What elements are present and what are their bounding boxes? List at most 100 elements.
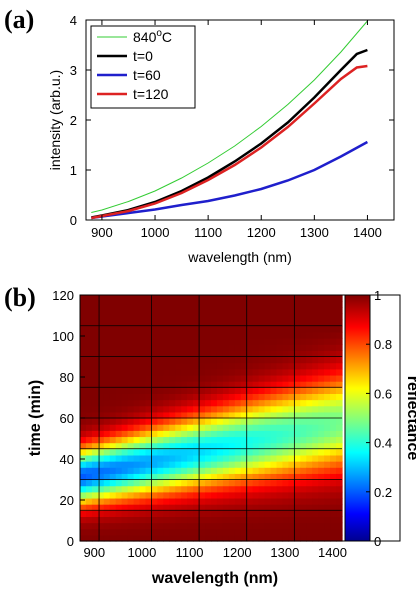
heatmap-cell <box>151 313 158 321</box>
heatmap-cell <box>91 381 99 388</box>
heatmap-cell <box>85 325 93 333</box>
heatmap-cell <box>306 534 313 542</box>
heatmap-cell <box>175 442 182 450</box>
heatmap-cell <box>258 387 266 394</box>
heatmap-cell <box>318 381 325 388</box>
heatmap-cell <box>222 473 230 481</box>
heatmap-cell <box>157 424 164 431</box>
heatmap-cell <box>258 319 266 327</box>
heatmap-cell <box>163 405 170 413</box>
heatmap-cell <box>103 405 111 413</box>
heatmap-cell <box>103 504 111 511</box>
heatmap-cell <box>306 485 313 493</box>
heatmap-cell <box>169 362 176 370</box>
heatmap-cell <box>282 522 289 530</box>
heatmap-cell <box>115 325 123 333</box>
heatmap-cell <box>103 344 111 351</box>
heatmap-cell <box>187 454 194 462</box>
heatmap-cell <box>240 295 248 302</box>
heatmap-cell <box>181 338 188 345</box>
heatmap-cell <box>264 473 272 481</box>
heatmap-cell <box>246 313 254 321</box>
heatmap-cell <box>312 485 319 493</box>
heatmap-cell <box>85 319 93 327</box>
heatmap-cell <box>151 516 158 524</box>
heatmap-cell <box>103 430 111 438</box>
heatmap-cell <box>234 473 242 481</box>
heatmap-cell <box>246 504 254 511</box>
heatmap-cell <box>193 424 200 431</box>
heatmap-cell <box>115 485 123 493</box>
heatmap-cell <box>318 424 325 431</box>
heatmap-cell <box>216 522 224 530</box>
heatmap-cell <box>127 528 135 536</box>
x-tick-label: 1400 <box>318 545 347 560</box>
heatmap-cell <box>300 485 307 493</box>
heatmap-cell <box>282 491 289 499</box>
heatmap-cell <box>205 387 212 394</box>
heatmap-cell <box>264 510 272 517</box>
heatmap-cell <box>157 295 164 302</box>
heatmap-cell <box>175 516 182 524</box>
heatmap-cell <box>157 405 164 413</box>
heatmap-cell <box>169 405 176 413</box>
heatmap-cell <box>199 399 206 407</box>
heatmap-cell <box>240 473 248 481</box>
heatmap-cell <box>306 368 313 376</box>
heatmap-cell <box>97 307 105 315</box>
heatmap-cell <box>205 418 212 425</box>
heatmap-cell <box>330 338 337 345</box>
heatmap-cell <box>127 510 135 517</box>
heatmap-cell <box>211 405 218 413</box>
heatmap-cell <box>312 307 319 315</box>
heatmap-cell <box>300 430 307 438</box>
heatmap-cell <box>312 516 319 524</box>
heatmap-cell <box>216 430 224 438</box>
heatmap-cell <box>228 436 236 444</box>
heatmap-cell <box>97 522 105 530</box>
heatmap-cell <box>282 497 289 505</box>
heatmap-cell <box>312 301 319 308</box>
heatmap-cell <box>276 497 284 505</box>
heatmap-cell <box>306 461 313 468</box>
heatmap-cell <box>115 374 123 382</box>
heatmap-cell <box>187 368 194 376</box>
heatmap-cell <box>300 454 307 462</box>
heatmap-cell <box>187 405 194 413</box>
heatmap-cell <box>205 448 212 456</box>
heatmap-cell <box>205 479 212 487</box>
heatmap-cell <box>169 510 176 517</box>
y-tick-label: 100 <box>52 329 74 344</box>
heatmap-cell <box>222 319 230 327</box>
heatmap-cell <box>205 436 212 444</box>
heatmap-cell <box>312 442 319 450</box>
heatmap-cell <box>145 374 153 382</box>
heatmap-cell <box>205 510 212 517</box>
heatmap-cell <box>163 528 170 536</box>
heatmap-cell <box>103 467 111 474</box>
heatmap-cell <box>276 405 284 413</box>
heatmap-cell <box>211 522 218 530</box>
heatmap-cell <box>288 528 295 536</box>
heatmap-cell <box>306 301 313 308</box>
heatmap-cell <box>199 405 206 413</box>
heatmap-cell <box>288 516 295 524</box>
heatmap-cell <box>193 442 200 450</box>
heatmap-cell <box>234 399 242 407</box>
heatmap-cell <box>216 325 224 333</box>
heatmap-cell <box>97 362 105 370</box>
heatmap-cell <box>181 411 188 419</box>
heatmap-cell <box>294 295 301 302</box>
heatmap-cell <box>240 307 248 315</box>
heatmap-cell <box>240 313 248 321</box>
heatmap-cell <box>276 368 284 376</box>
colorbar <box>344 294 371 542</box>
heatmap-cell <box>318 436 325 444</box>
heatmap-cell <box>306 325 313 333</box>
heatmap-cell <box>121 442 129 450</box>
heatmap-cell <box>258 374 266 382</box>
heatmap-cell <box>222 344 230 351</box>
heatmap-cell <box>264 319 272 327</box>
heatmap-cell <box>216 331 224 339</box>
heatmap-cell <box>211 399 218 407</box>
